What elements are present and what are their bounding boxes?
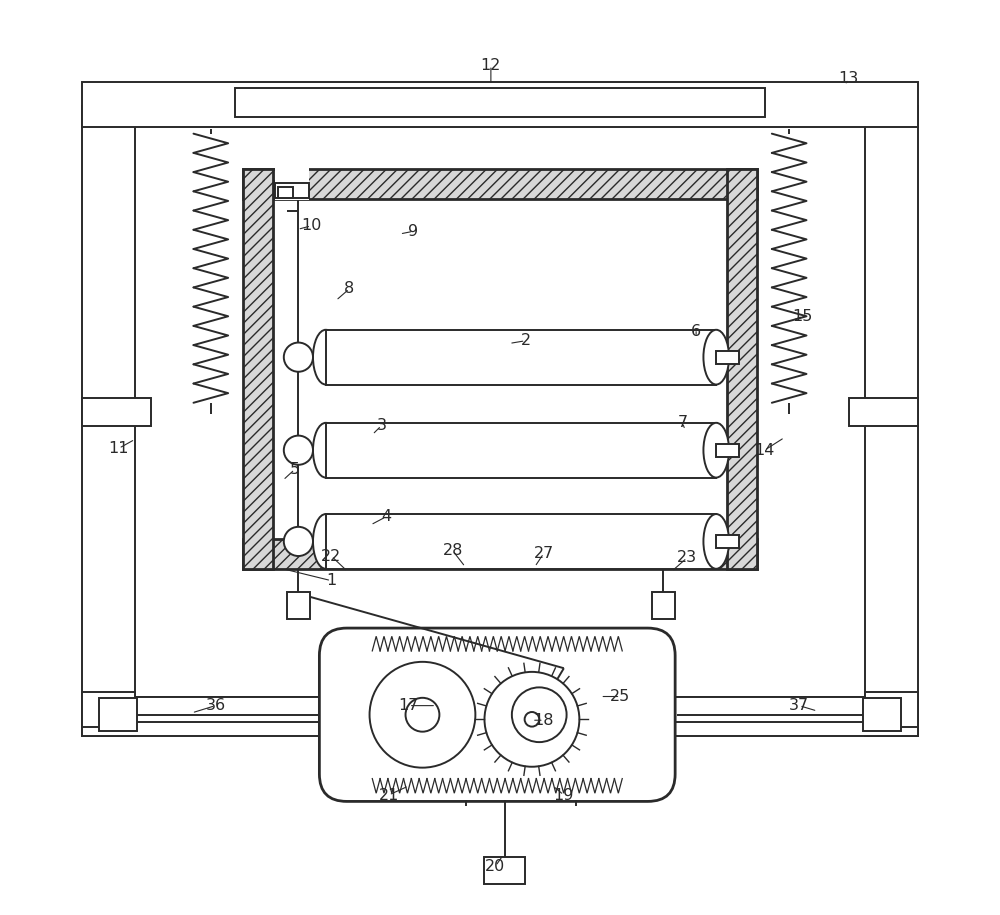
Bar [849,398,918,425]
Bar [82,696,918,722]
Text: 1: 1 [326,573,336,588]
Ellipse shape [313,514,339,569]
Bar [243,539,757,569]
Bar [275,183,309,198]
Circle shape [284,342,313,371]
Bar [326,329,716,384]
Text: 6: 6 [691,324,701,339]
Bar [82,398,151,425]
Ellipse shape [703,423,729,478]
Text: 19: 19 [554,788,574,802]
Bar [865,106,918,736]
Ellipse shape [313,329,339,384]
Text: 11: 11 [108,441,129,456]
Bar [484,857,525,885]
Bar [235,88,765,117]
Text: 15: 15 [793,308,813,324]
Bar [326,514,716,569]
Text: 8: 8 [344,281,355,296]
Bar [82,106,135,736]
Text: 7: 7 [677,415,688,430]
Bar [243,169,757,199]
Bar [275,168,309,200]
Text: 12: 12 [481,58,501,73]
Text: 23: 23 [677,550,697,565]
Text: 20: 20 [485,858,506,874]
Bar [243,169,273,569]
Circle shape [284,527,313,556]
Circle shape [525,712,539,727]
Text: 5: 5 [290,462,300,477]
Ellipse shape [313,423,339,478]
Text: 10: 10 [301,219,321,233]
Bar [326,423,716,478]
Bar [82,81,918,127]
Text: 17: 17 [399,698,419,713]
Text: 13: 13 [838,71,859,86]
Bar [273,199,727,539]
Text: 14: 14 [754,443,775,458]
Text: 37: 37 [789,698,809,713]
Bar [863,698,901,731]
Bar [82,692,135,727]
Bar [278,187,293,198]
Circle shape [406,698,439,732]
Circle shape [284,436,313,465]
Bar [727,169,757,569]
Text: 9: 9 [408,224,418,239]
Ellipse shape [703,514,729,569]
Text: 3: 3 [376,418,386,433]
Bar [99,698,137,731]
Circle shape [370,662,475,768]
Text: 4: 4 [381,510,391,524]
Text: 25: 25 [610,689,631,704]
Bar [716,535,739,548]
Text: 22: 22 [321,548,341,564]
Text: 21: 21 [379,788,399,802]
Text: 36: 36 [205,698,225,713]
Text: 28: 28 [442,543,463,558]
Text: 27: 27 [534,545,554,561]
Text: 2: 2 [520,333,531,349]
Bar [865,692,918,727]
Bar [82,697,918,736]
Bar [716,444,739,457]
Circle shape [512,687,567,742]
Bar [287,592,310,619]
FancyBboxPatch shape [319,628,675,802]
Bar [716,350,739,363]
Circle shape [484,672,579,767]
Ellipse shape [703,329,729,384]
Bar [652,592,675,619]
Text: 18: 18 [534,713,554,727]
